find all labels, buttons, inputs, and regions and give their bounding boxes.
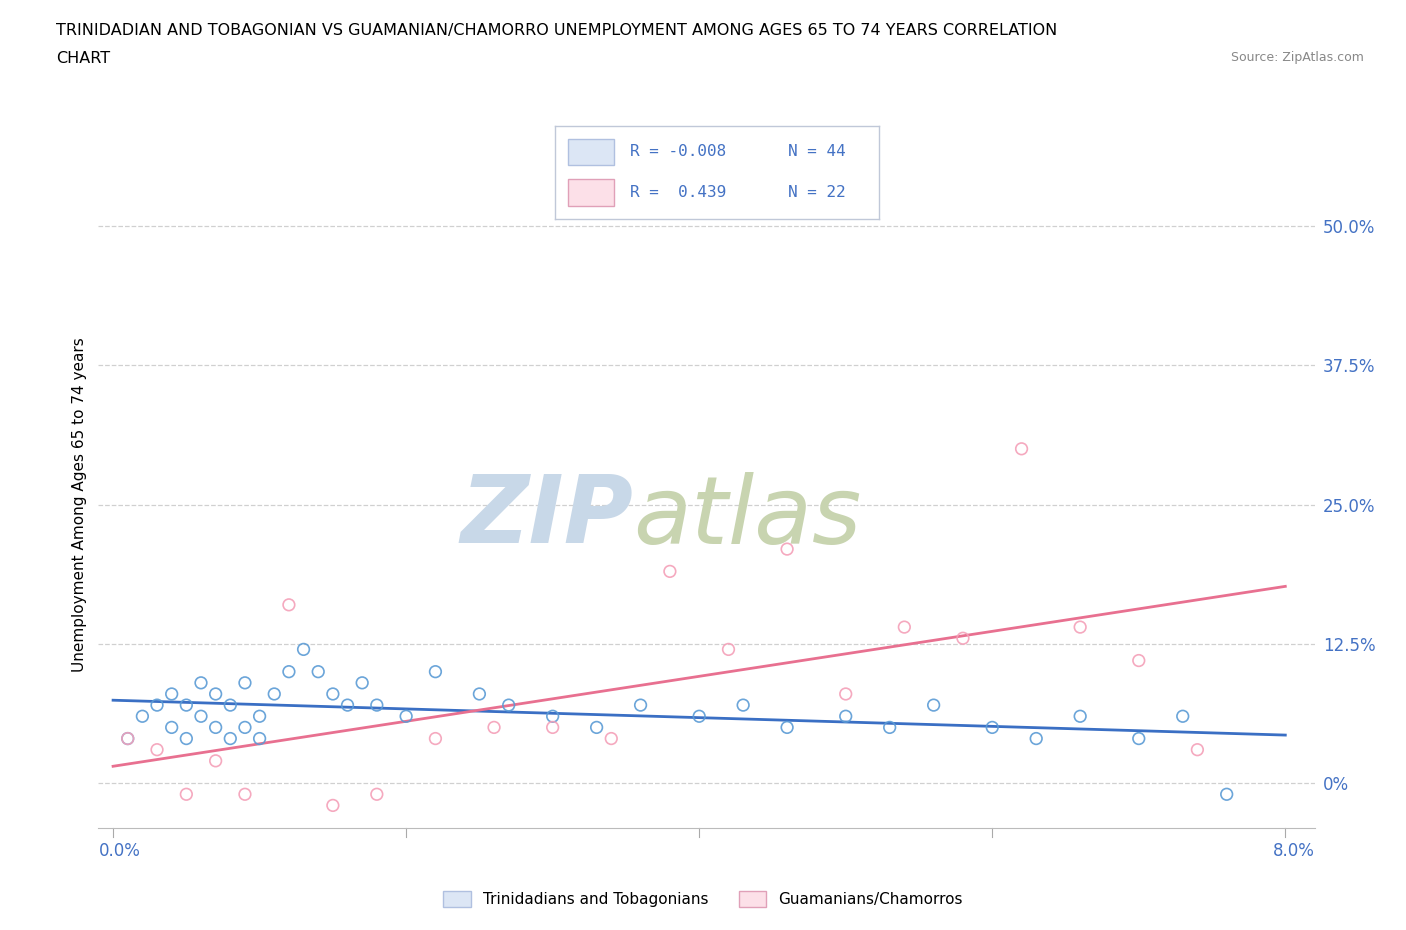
Point bbox=[1011, 442, 1033, 457]
Point bbox=[277, 664, 299, 679]
Point bbox=[1171, 709, 1194, 724]
Point bbox=[366, 698, 388, 712]
Y-axis label: Unemployment Among Ages 65 to 74 years: Unemployment Among Ages 65 to 74 years bbox=[72, 338, 87, 671]
Point bbox=[204, 720, 226, 735]
Point bbox=[468, 686, 491, 701]
Point bbox=[263, 686, 285, 701]
Point bbox=[117, 731, 139, 746]
Point bbox=[292, 642, 315, 657]
Point bbox=[322, 798, 344, 813]
Point bbox=[117, 731, 139, 746]
Legend: Trinidadians and Tobagonians, Guamanians/Chamorros: Trinidadians and Tobagonians, Guamanians… bbox=[437, 884, 969, 913]
Point bbox=[893, 619, 915, 634]
Point bbox=[1128, 653, 1150, 668]
Point bbox=[776, 720, 799, 735]
Point bbox=[1187, 742, 1209, 757]
Point bbox=[1025, 731, 1047, 746]
Point bbox=[482, 720, 505, 735]
Text: R = -0.008: R = -0.008 bbox=[630, 144, 725, 159]
Point bbox=[1215, 787, 1237, 802]
Text: CHART: CHART bbox=[56, 51, 110, 66]
Point bbox=[1128, 731, 1150, 746]
Point bbox=[879, 720, 901, 735]
Point bbox=[835, 709, 858, 724]
Text: Source: ZipAtlas.com: Source: ZipAtlas.com bbox=[1230, 51, 1364, 64]
Point bbox=[1069, 709, 1091, 724]
Text: 0.0%: 0.0% bbox=[98, 842, 141, 859]
Point bbox=[688, 709, 710, 724]
Point bbox=[630, 698, 652, 712]
Point bbox=[658, 564, 681, 578]
Point bbox=[190, 675, 212, 690]
Point bbox=[541, 709, 564, 724]
Text: R =  0.439: R = 0.439 bbox=[630, 185, 725, 200]
Point bbox=[176, 698, 198, 712]
Text: N = 22: N = 22 bbox=[789, 185, 846, 200]
Text: N = 44: N = 44 bbox=[789, 144, 846, 159]
Point bbox=[219, 698, 242, 712]
Point bbox=[233, 675, 256, 690]
Point bbox=[204, 753, 226, 768]
Text: TRINIDADIAN AND TOBAGONIAN VS GUAMANIAN/CHAMORRO UNEMPLOYMENT AMONG AGES 65 TO 7: TRINIDADIAN AND TOBAGONIAN VS GUAMANIAN/… bbox=[56, 23, 1057, 38]
Point bbox=[366, 787, 388, 802]
Point bbox=[146, 742, 169, 757]
FancyBboxPatch shape bbox=[568, 179, 613, 206]
Point bbox=[322, 686, 344, 701]
Point bbox=[585, 720, 607, 735]
Point bbox=[717, 642, 740, 657]
Text: 8.0%: 8.0% bbox=[1272, 842, 1315, 859]
Point bbox=[498, 698, 520, 712]
FancyBboxPatch shape bbox=[568, 139, 613, 165]
Point bbox=[160, 686, 183, 701]
Point bbox=[352, 675, 374, 690]
Point bbox=[425, 664, 447, 679]
Point bbox=[776, 541, 799, 556]
Point bbox=[395, 709, 418, 724]
Point bbox=[233, 787, 256, 802]
Point bbox=[733, 698, 755, 712]
Point bbox=[425, 731, 447, 746]
Point bbox=[307, 664, 329, 679]
Point bbox=[176, 731, 198, 746]
Text: atlas: atlas bbox=[634, 472, 862, 563]
Point bbox=[190, 709, 212, 724]
Point bbox=[249, 709, 271, 724]
Point bbox=[835, 686, 858, 701]
Point bbox=[219, 731, 242, 746]
Point bbox=[160, 720, 183, 735]
Point bbox=[204, 686, 226, 701]
Point bbox=[131, 709, 153, 724]
Text: ZIP: ZIP bbox=[461, 472, 634, 564]
Point bbox=[600, 731, 623, 746]
Point bbox=[1069, 619, 1091, 634]
Point bbox=[176, 787, 198, 802]
Point bbox=[952, 631, 974, 645]
Point bbox=[922, 698, 945, 712]
Point bbox=[249, 731, 271, 746]
Point bbox=[336, 698, 359, 712]
Point bbox=[541, 720, 564, 735]
Point bbox=[233, 720, 256, 735]
Point bbox=[146, 698, 169, 712]
Point bbox=[981, 720, 1004, 735]
Point bbox=[277, 597, 299, 612]
